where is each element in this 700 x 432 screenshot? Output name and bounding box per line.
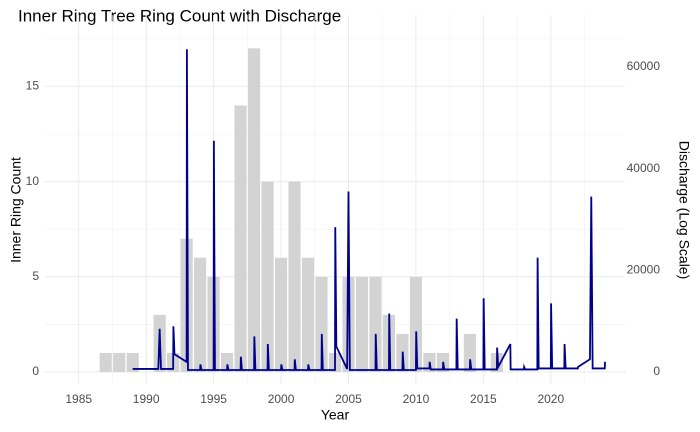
bar bbox=[288, 181, 301, 372]
bar bbox=[221, 352, 234, 372]
x-tick-label: 1995 bbox=[200, 392, 227, 406]
y-axis-title: Inner Ring Count bbox=[8, 157, 24, 263]
y2-axis-title: Discharge (Log Scale) bbox=[676, 141, 692, 280]
bar bbox=[369, 276, 382, 372]
y-tick-label: 5 bbox=[32, 269, 39, 283]
x-tick-label: 2015 bbox=[470, 392, 497, 406]
bar bbox=[126, 352, 139, 372]
y2-tick-label: 20000 bbox=[627, 263, 661, 277]
bar bbox=[409, 276, 422, 372]
bar bbox=[248, 48, 261, 372]
y-tick-label: 10 bbox=[26, 174, 40, 188]
bar bbox=[234, 105, 247, 373]
bar bbox=[355, 276, 369, 372]
bar bbox=[274, 257, 288, 372]
bar bbox=[194, 257, 207, 372]
bar bbox=[99, 352, 112, 372]
bar bbox=[301, 257, 315, 372]
bar bbox=[315, 276, 328, 372]
y2-tick-label: 40000 bbox=[627, 161, 661, 175]
bar bbox=[463, 333, 476, 372]
y2-tick-label: 60000 bbox=[627, 59, 661, 73]
discharge-line bbox=[132, 49, 606, 371]
x-tick-label: 1990 bbox=[133, 392, 160, 406]
x-tick-label: 2010 bbox=[403, 392, 430, 406]
bar bbox=[342, 276, 355, 372]
bar bbox=[261, 181, 274, 372]
y-tick-label: 15 bbox=[26, 79, 40, 93]
y2-tick-label: 0 bbox=[653, 364, 660, 378]
x-tick-label: 2000 bbox=[268, 392, 295, 406]
x-tick-label: 1985 bbox=[65, 392, 92, 406]
x-tick-label: 2020 bbox=[537, 392, 564, 406]
x-tick-label: 2005 bbox=[335, 392, 362, 406]
bar bbox=[113, 352, 126, 372]
y-tick-label: 0 bbox=[32, 364, 39, 378]
x-axis-title: Year bbox=[321, 407, 350, 423]
